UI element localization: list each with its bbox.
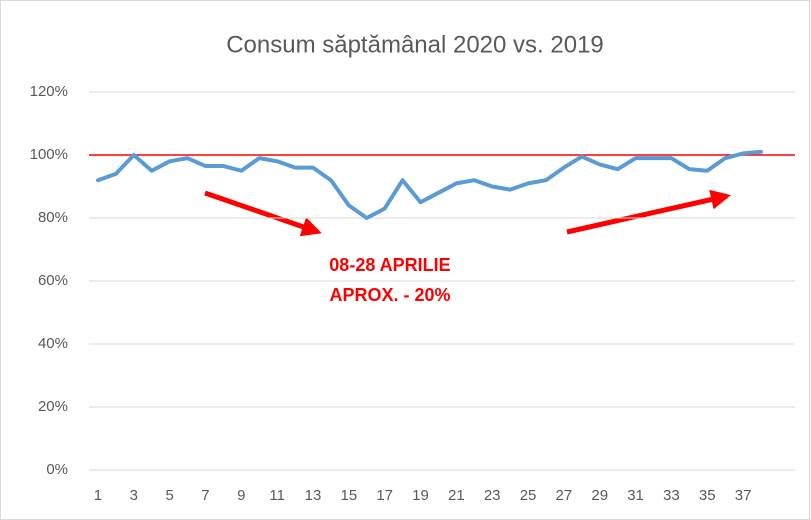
x-tick-label: 5 [165, 487, 173, 504]
x-tick-label: 13 [305, 487, 322, 504]
x-tick-label: 27 [556, 487, 573, 504]
y-tick-label: 60% [38, 272, 68, 289]
y-tick-label: 120% [30, 83, 68, 100]
y-tick-label: 0% [46, 461, 68, 478]
chart-title: Consum săptămânal 2020 vs. 2019 [226, 31, 604, 58]
x-tick-label: 3 [130, 487, 138, 504]
x-tick-label: 1 [94, 487, 102, 504]
x-tick-label: 17 [376, 487, 393, 504]
x-tick-label: 35 [699, 487, 716, 504]
arrow-down [204, 190, 322, 237]
x-tick-label: 11 [269, 487, 285, 504]
data-line [95, 149, 763, 220]
x-tick-label: 21 [448, 487, 465, 504]
annotation: APROX. - 20% [329, 285, 450, 305]
x-tick-label: 7 [201, 487, 209, 504]
y-tick-label: 40% [38, 335, 68, 352]
x-tick-label: 29 [591, 487, 608, 504]
annotation: 08-28 APRILIE [329, 255, 450, 275]
x-tick-label: 31 [627, 487, 644, 504]
x-tick-label: 9 [237, 487, 245, 504]
x-tick-label: 23 [484, 487, 501, 504]
x-tick-label: 33 [663, 487, 680, 504]
x-tick-label: 15 [340, 487, 357, 504]
arrow-up [566, 189, 731, 235]
x-tick-label: 37 [735, 487, 752, 504]
x-tick-label: 19 [412, 487, 429, 504]
y-tick-label: 20% [38, 398, 68, 415]
y-tick-label: 100% [30, 146, 68, 163]
x-tick-label: 25 [520, 487, 537, 504]
y-tick-label: 80% [38, 209, 68, 226]
